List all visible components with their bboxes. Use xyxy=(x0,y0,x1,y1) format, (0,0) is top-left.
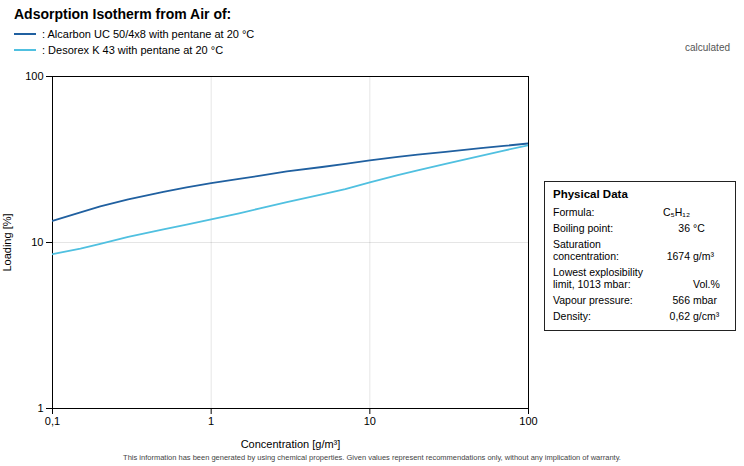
html-text:Boiling point:: Boiling point: xyxy=(553,222,614,234)
svg-text:Concentration [g/m³]: Concentration [g/m³] xyxy=(241,438,341,450)
html-text:Saturation: Saturation xyxy=(553,238,601,250)
html-text:Formula:: Formula: xyxy=(553,206,595,218)
html-text:concentration:: concentration: xyxy=(553,250,619,262)
html-text:Physical Data: Physical Data xyxy=(553,188,628,200)
html-text:Density:: Density: xyxy=(553,310,591,322)
html-text:Vol.%: Vol.% xyxy=(693,278,720,290)
svg-text:1: 1 xyxy=(208,415,214,427)
html-text:Vapour pressure:: Vapour pressure: xyxy=(553,294,633,306)
html-text:566 mbar: 566 mbar xyxy=(672,294,717,306)
html-text:Lowest explosibility: Lowest explosibility xyxy=(553,266,643,278)
svg-text:100: 100 xyxy=(25,70,43,82)
html-text:Adsorption Isotherm from Air o: Adsorption Isotherm from Air of: xyxy=(14,6,232,22)
svg-text:0,1: 0,1 xyxy=(45,415,60,427)
svg-text:1: 1 xyxy=(37,402,43,414)
html-text:C₅H₁₂: C₅H₁₂ xyxy=(663,206,690,218)
html-text:36 °C: 36 °C xyxy=(678,222,705,234)
html-text:: Alcarbon UC 50/4x8 with pent: : Alcarbon UC 50/4x8 with pentane at 20 … xyxy=(42,28,255,40)
html-text:0,62 g/cm³: 0,62 g/cm³ xyxy=(669,310,720,322)
html-text:1674 g/m³: 1674 g/m³ xyxy=(666,250,714,262)
html-text:limit, 1013 mbar:: limit, 1013 mbar: xyxy=(553,278,631,290)
html-text:: Desorex K 43 with pentane at: : Desorex K 43 with pentane at 20 °C xyxy=(42,44,224,56)
svg-text:10: 10 xyxy=(364,415,376,427)
svg-text:Loading [%]: Loading [%] xyxy=(1,213,13,271)
html-text:calculated: calculated xyxy=(685,42,730,53)
svg-text:10: 10 xyxy=(31,236,43,248)
svg-text:100: 100 xyxy=(519,415,537,427)
html-text:This information has been gene: This information has been generated by u… xyxy=(123,453,621,462)
